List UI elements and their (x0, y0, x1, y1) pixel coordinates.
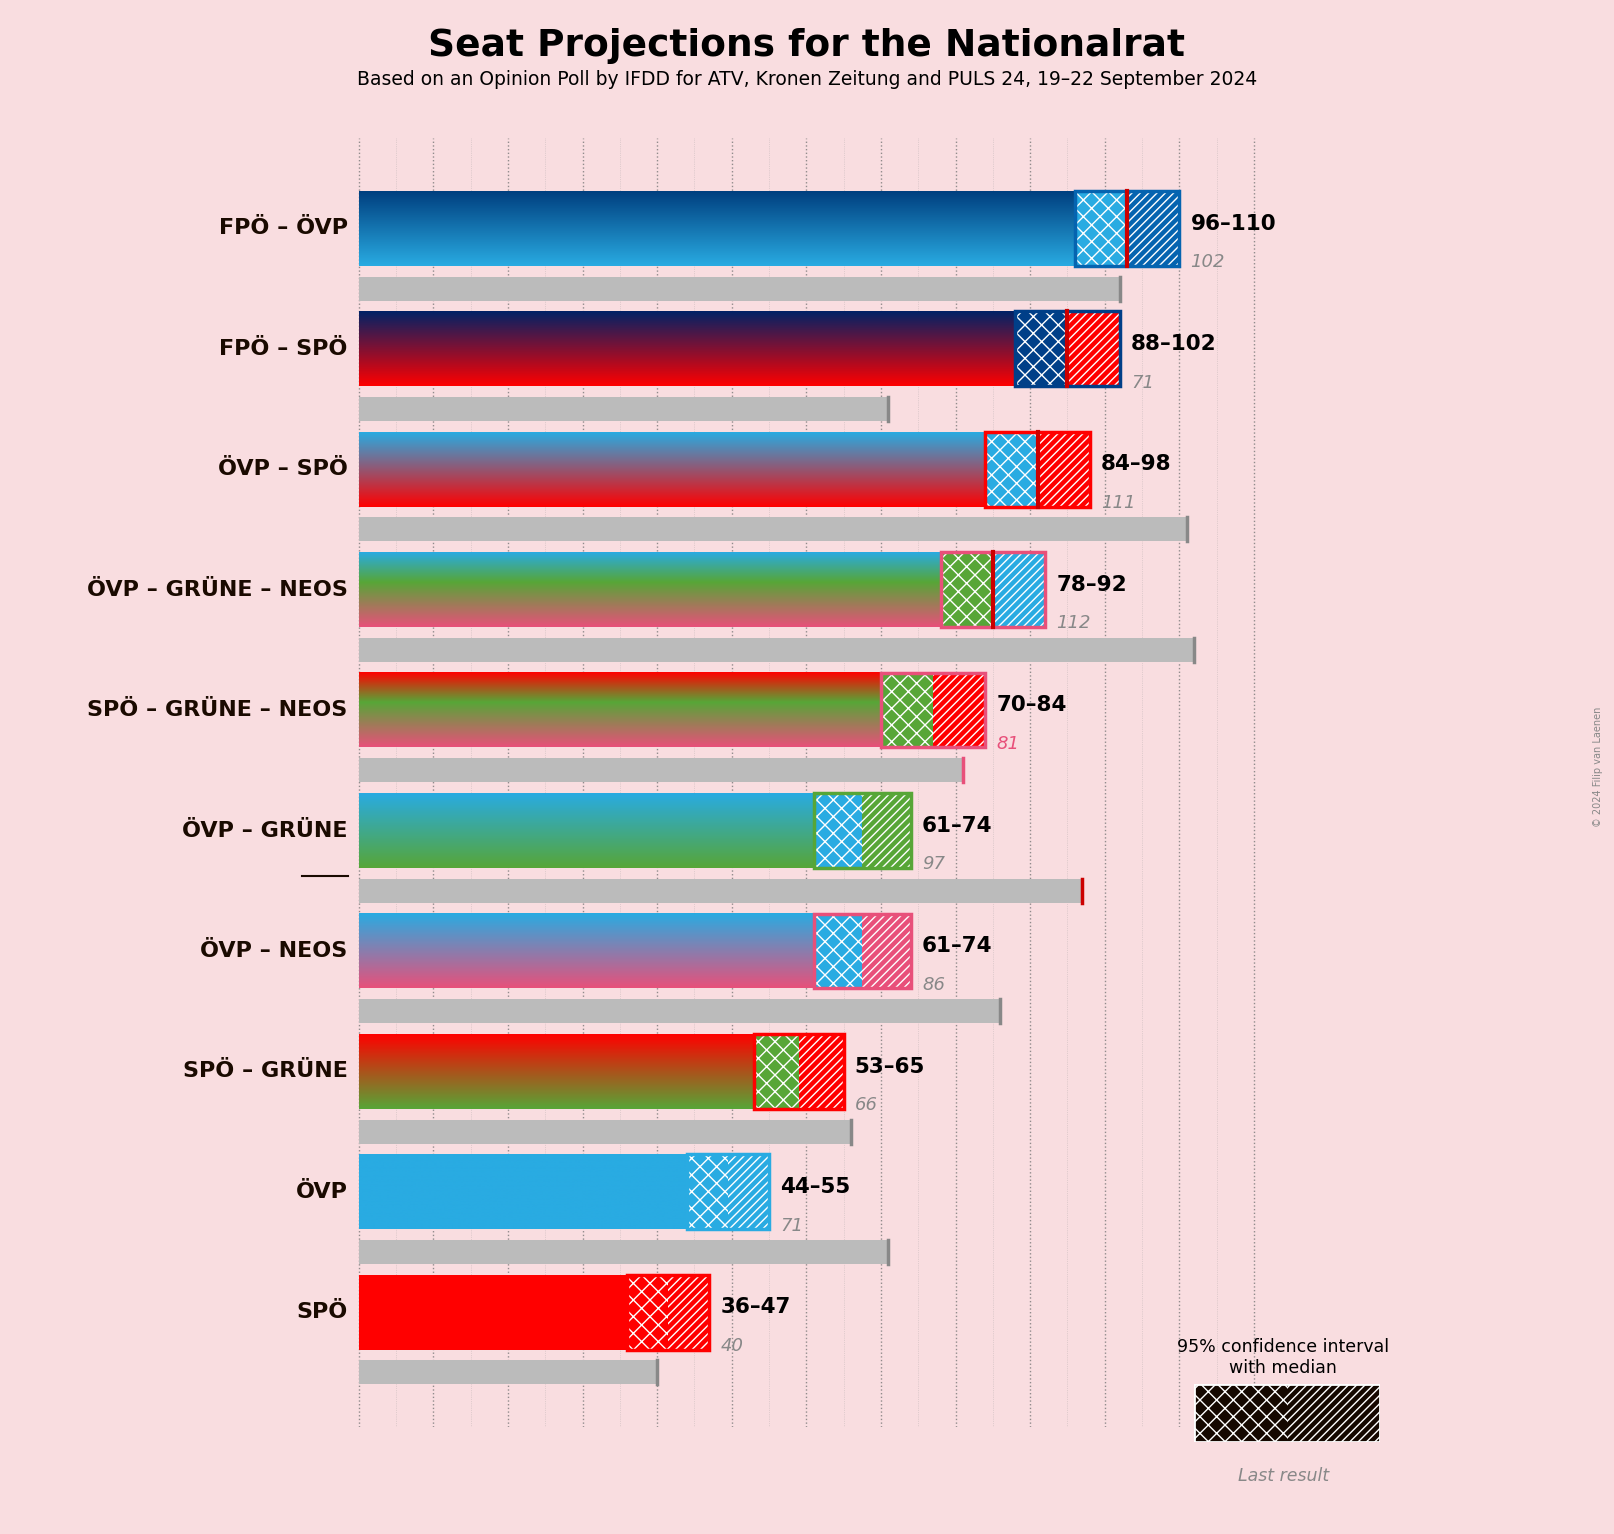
Bar (628, 1275, 668, 1350)
Bar (1015, 311, 1120, 387)
Text: 53–65: 53–65 (855, 1057, 925, 1077)
Text: 84–98: 84–98 (1101, 454, 1172, 474)
Bar (358, 758, 964, 782)
Text: SPÖ – GRÜNE – NEOS: SPÖ – GRÜNE – NEOS (87, 700, 347, 719)
Text: 71: 71 (780, 1216, 804, 1235)
Text: 86: 86 (922, 976, 944, 994)
Bar (358, 1120, 851, 1144)
Bar (358, 999, 1001, 1023)
Bar (813, 914, 862, 988)
Bar (862, 914, 910, 988)
Bar (813, 914, 910, 988)
Bar (754, 1034, 844, 1109)
Text: Last result: Last result (1238, 1467, 1328, 1485)
Bar (1038, 433, 1089, 506)
Bar (358, 397, 888, 420)
Text: 81: 81 (996, 735, 1020, 753)
Bar (1067, 311, 1120, 387)
Text: 96–110: 96–110 (1191, 213, 1277, 233)
Bar (986, 433, 1089, 506)
Text: 61–74: 61–74 (922, 936, 993, 956)
Bar (986, 433, 1038, 506)
Text: FPÖ – ÖVP: FPÖ – ÖVP (218, 218, 347, 238)
Bar (688, 1155, 768, 1229)
Bar (1194, 1384, 1288, 1442)
Bar (1075, 192, 1127, 265)
Bar (941, 552, 1044, 627)
Bar (688, 1155, 728, 1229)
Bar (1067, 311, 1120, 387)
Text: ÖVP: ÖVP (295, 1181, 347, 1201)
Bar (881, 673, 933, 747)
Bar (799, 1034, 844, 1109)
Text: Seat Projections for the Nationalrat: Seat Projections for the Nationalrat (428, 28, 1186, 64)
Bar (358, 1361, 657, 1385)
Text: SPÖ: SPÖ (297, 1302, 347, 1322)
Bar (358, 638, 1194, 661)
Text: ÖVP – SPÖ: ÖVP – SPÖ (218, 459, 347, 479)
Text: 88–102: 88–102 (1131, 334, 1217, 354)
Text: 112: 112 (1056, 615, 1091, 632)
Text: 66: 66 (855, 1097, 878, 1114)
Bar (1288, 1384, 1380, 1442)
Bar (933, 673, 986, 747)
Text: 71: 71 (1131, 373, 1154, 391)
Bar (813, 793, 910, 868)
Bar (728, 1155, 768, 1229)
Text: 70–84: 70–84 (996, 695, 1067, 715)
Bar (933, 673, 986, 747)
Bar (862, 793, 910, 868)
Bar (1194, 1384, 1288, 1442)
Bar (941, 552, 993, 627)
Bar (986, 433, 1038, 506)
Bar (799, 1034, 844, 1109)
Text: 78–92: 78–92 (1056, 575, 1127, 595)
Text: 111: 111 (1101, 494, 1136, 512)
Bar (754, 1034, 799, 1109)
Bar (1075, 192, 1127, 265)
Bar (1127, 192, 1180, 265)
Bar (813, 793, 862, 868)
Bar (1075, 192, 1180, 265)
Bar (813, 914, 862, 988)
Bar (628, 1275, 710, 1350)
Bar (628, 1275, 668, 1350)
Text: 44–55: 44–55 (780, 1177, 851, 1197)
Bar (1127, 192, 1180, 265)
Bar (993, 552, 1044, 627)
Text: ÖVP – GRÜNE: ÖVP – GRÜNE (182, 821, 347, 841)
Text: ÖVP – NEOS: ÖVP – NEOS (200, 940, 347, 960)
Text: 40: 40 (720, 1338, 744, 1355)
Bar (881, 673, 986, 747)
Bar (881, 673, 933, 747)
Bar (993, 552, 1044, 627)
Bar (358, 517, 1186, 542)
Text: 97: 97 (922, 856, 944, 873)
Text: ÖVP – GRÜNE – NEOS: ÖVP – GRÜNE – NEOS (87, 580, 347, 600)
Text: 102: 102 (1191, 253, 1225, 272)
Text: 95% confidence interval
with median: 95% confidence interval with median (1177, 1338, 1390, 1378)
Bar (1015, 311, 1067, 387)
Bar (1038, 433, 1089, 506)
Text: FPÖ – SPÖ: FPÖ – SPÖ (220, 339, 347, 359)
Text: Based on an Opinion Poll by IFDD for ATV, Kronen Zeitung and PULS 24, 19–22 Sept: Based on an Opinion Poll by IFDD for ATV… (357, 71, 1257, 89)
Bar (358, 1239, 888, 1264)
Bar (728, 1155, 768, 1229)
Bar (688, 1155, 728, 1229)
Text: 36–47: 36–47 (720, 1298, 791, 1318)
Text: © 2024 Filip van Laenen: © 2024 Filip van Laenen (1593, 707, 1603, 827)
Bar (668, 1275, 710, 1350)
Bar (358, 879, 1083, 904)
Bar (862, 793, 910, 868)
Bar (754, 1034, 799, 1109)
Bar (358, 276, 1120, 301)
Bar (941, 552, 993, 627)
Bar (813, 793, 862, 868)
Bar (1288, 1384, 1380, 1442)
Bar (668, 1275, 710, 1350)
Bar (1015, 311, 1067, 387)
Bar (862, 914, 910, 988)
Text: 61–74: 61–74 (922, 816, 993, 836)
Text: SPÖ – GRÜNE: SPÖ – GRÜNE (182, 1062, 347, 1081)
